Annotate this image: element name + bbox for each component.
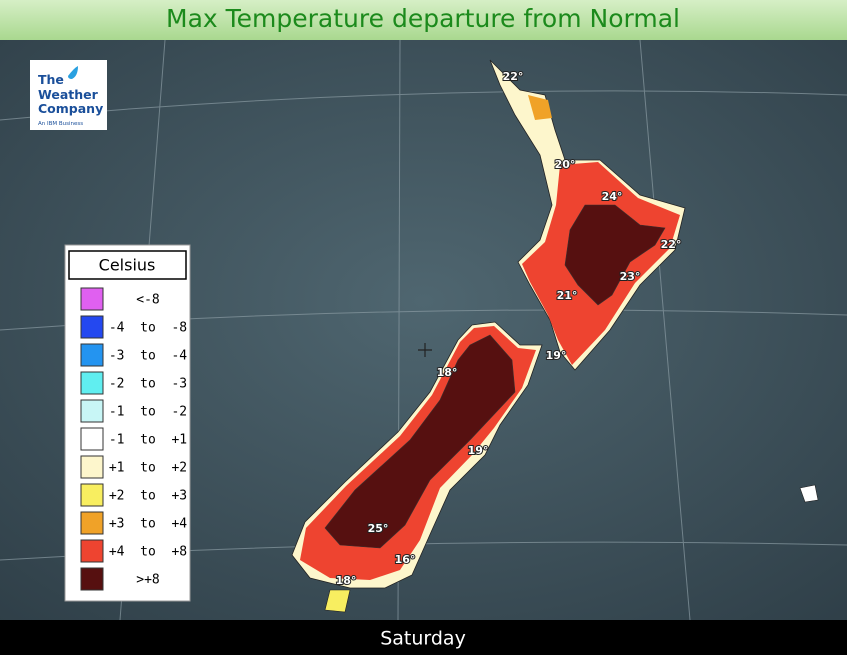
title: Max Temperature departure from Normal [166, 4, 680, 33]
temperature-label: 19° [468, 444, 489, 457]
legend-swatch [80, 399, 104, 423]
legend-label: >+8 [136, 573, 159, 588]
legend-label: -1 to +1 [109, 433, 187, 448]
logo-line: Weather [38, 87, 99, 102]
legend-title-box [68, 250, 187, 280]
legend-label: -3 to -4 [109, 349, 187, 364]
temperature-label: 16° [395, 553, 416, 566]
legend-title: Celsius [99, 256, 156, 275]
legend-swatch [80, 315, 104, 339]
legend-label: +2 to +3 [109, 489, 187, 504]
legend-swatch [80, 567, 104, 591]
temperature-label: 25° [368, 522, 389, 535]
legend-label: <-8 [136, 293, 159, 308]
temperature-label: 21° [557, 289, 578, 302]
header-bar [0, 0, 847, 40]
legend-swatch [80, 371, 104, 395]
footer-day: Saturday [380, 628, 466, 650]
center-marker [418, 343, 432, 357]
temperature-label: 18° [336, 574, 357, 587]
logo-tagline: An IBM Business [38, 121, 83, 127]
logo-box [30, 60, 107, 130]
temperature-label: 20° [555, 158, 576, 171]
legend-swatch [80, 483, 104, 507]
temperature-label: 22° [503, 70, 524, 83]
legend-label: +1 to +2 [109, 461, 187, 476]
legend-label: -2 to -3 [109, 377, 187, 392]
logo-line: The [38, 72, 64, 87]
legend-swatch [80, 539, 104, 563]
footer-bar [0, 620, 847, 655]
legend-swatch [80, 511, 104, 535]
temperature-label: 19° [546, 349, 567, 362]
logo-line: Company [38, 101, 103, 116]
legend-swatch [80, 287, 104, 311]
temperature-label: 23° [620, 270, 641, 283]
north-island [489, 59, 686, 371]
temperature-label: 18° [437, 366, 458, 379]
legend-label: -1 to -2 [109, 405, 187, 420]
south-island [291, 321, 819, 613]
legend-label: +4 to +8 [109, 545, 187, 560]
temperature-label: 22° [661, 238, 682, 251]
legend-swatch [80, 455, 104, 479]
temperature-label: 24° [602, 190, 623, 203]
legend-label: +3 to +4 [109, 517, 187, 532]
legend-swatch [80, 427, 104, 451]
legend-label: -4 to -8 [109, 321, 187, 336]
legend-swatch [80, 343, 104, 367]
logo: The Weather Company An IBM Business [38, 66, 103, 127]
